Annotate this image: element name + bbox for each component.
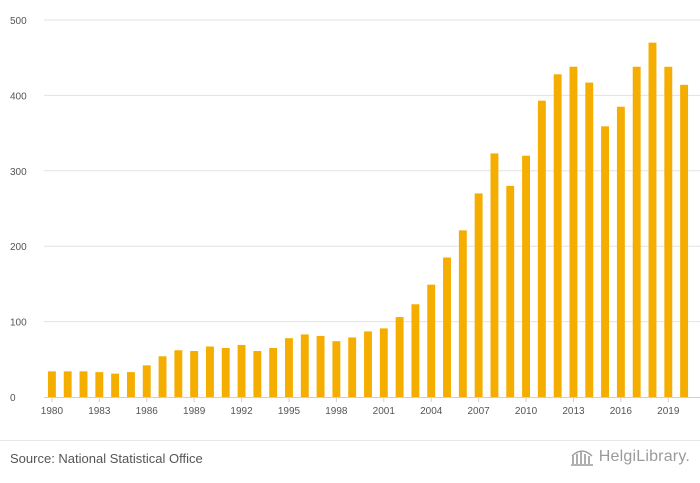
library-building-icon xyxy=(570,450,593,466)
bar-1992[interactable]: 1992: 69 xyxy=(237,344,246,397)
bar-1985[interactable]: 1985: 33 xyxy=(126,372,135,397)
bar-1983[interactable]: 1983: 33 xyxy=(95,372,104,397)
bar-1993[interactable]: 1993: 61 xyxy=(253,351,262,397)
bar-1994[interactable]: 1994: 65 xyxy=(269,347,278,397)
bar-1990[interactable]: 1990: 67 xyxy=(206,346,214,397)
bar-2019[interactable]: 2019: 438 xyxy=(664,66,673,397)
bar-2020[interactable]: 2020: 414 xyxy=(680,84,689,397)
x-tick-label: 1980 xyxy=(41,406,64,417)
x-tick-label: 1983 xyxy=(88,406,111,417)
bar-1987[interactable]: 1987: 54 xyxy=(158,356,167,397)
bar-2007[interactable]: 2007: 270 xyxy=(474,193,483,397)
x-tick-label: 1986 xyxy=(136,406,159,417)
bar-1988[interactable]: 1988: 62 xyxy=(174,350,183,397)
y-tick-label: 300 xyxy=(10,167,27,178)
x-tick-label: 2016 xyxy=(610,406,633,417)
x-tick-label: 1995 xyxy=(278,406,301,417)
y-tick-label: 0 xyxy=(10,393,16,404)
axes: 0 100 200 300 400 500 1980 1983 1986 1989 1992 1995… xyxy=(10,16,700,417)
bar-1991[interactable]: 1991: 65 xyxy=(221,347,230,397)
x-tick-label: 2010 xyxy=(515,406,538,417)
x-tick-label: 2019 xyxy=(657,406,680,417)
bar-1998[interactable]: 1998: 74 xyxy=(332,341,341,397)
bar-chart: 1980: 34 1981: 34 1982: 34 1983: 33 1984: 31… xyxy=(10,16,700,417)
bar-2016[interactable]: 2016: 385 xyxy=(616,106,625,398)
bar-1982[interactable]: 1982: 34 xyxy=(79,371,88,397)
bar-2004[interactable]: 2004: 149 xyxy=(427,284,436,397)
bar-1989[interactable]: 1989: 61 xyxy=(190,351,199,397)
x-tick-label: 1992 xyxy=(230,406,253,417)
bar-2005[interactable]: 2005: 185 xyxy=(443,257,451,397)
x-tick-label: 2001 xyxy=(373,406,396,417)
bar-1981[interactable]: 1981: 34 xyxy=(63,371,72,397)
bar-2002[interactable]: 2002: 106 xyxy=(395,317,404,397)
bar-2014[interactable]: 2014: 417 xyxy=(585,82,594,397)
bar-2001[interactable]: 2001: 91 xyxy=(379,328,388,397)
bar-2000[interactable]: 2000: 87 xyxy=(364,331,372,397)
helgi-library-logo[interactable]: HelgiLibrary. xyxy=(569,447,690,467)
brand-name: HelgiLibrary. xyxy=(598,448,690,465)
bar-2012[interactable]: 2012: 428 xyxy=(553,74,562,397)
footer-divider xyxy=(0,440,700,441)
bar-2006[interactable]: 2006: 221 xyxy=(458,230,467,397)
bar-1984[interactable]: 1984: 31 xyxy=(111,373,120,397)
bar-1980[interactable]: 1980: 34 xyxy=(47,371,56,397)
y-tick-label: 500 xyxy=(10,16,27,27)
bars: 1980: 34 1981: 34 1982: 34 1983: 33 1984: 31… xyxy=(47,42,689,398)
y-tick-label: 100 xyxy=(10,318,27,329)
y-tick-label: 200 xyxy=(10,242,27,253)
source-note: Source: National Statistical Office xyxy=(10,451,203,466)
x-tick-label: 1998 xyxy=(325,406,348,417)
bar-2018[interactable]: 2018: 470 xyxy=(648,42,657,398)
bar-1986[interactable]: 1986: 42 xyxy=(142,365,151,397)
bar-2013[interactable]: 2013: 438 xyxy=(569,66,578,397)
bar-2015[interactable]: 2015: 359 xyxy=(601,126,610,397)
bar-2011[interactable]: 2011: 393 xyxy=(537,100,546,398)
bar-1996[interactable]: 1996: 83 xyxy=(300,334,309,397)
bar-1997[interactable]: 1997: 81 xyxy=(316,335,325,397)
bar-2010[interactable]: 2010: 320 xyxy=(522,155,530,397)
bar-2008[interactable]: 2008: 323 xyxy=(490,153,499,397)
y-tick-label: 400 xyxy=(10,91,27,102)
bar-1995[interactable]: 1995: 78 xyxy=(285,338,293,397)
x-tick-label: 2007 xyxy=(468,406,491,417)
bar-2017[interactable]: 2017: 438 xyxy=(632,66,641,397)
bar-1999[interactable]: 1999: 79 xyxy=(348,337,357,397)
x-tick-label: 2004 xyxy=(420,406,443,417)
bar-2009[interactable]: 2009: 280 xyxy=(506,185,515,397)
x-tick-label: 2013 xyxy=(562,406,585,417)
x-tick-label: 1989 xyxy=(183,406,206,417)
